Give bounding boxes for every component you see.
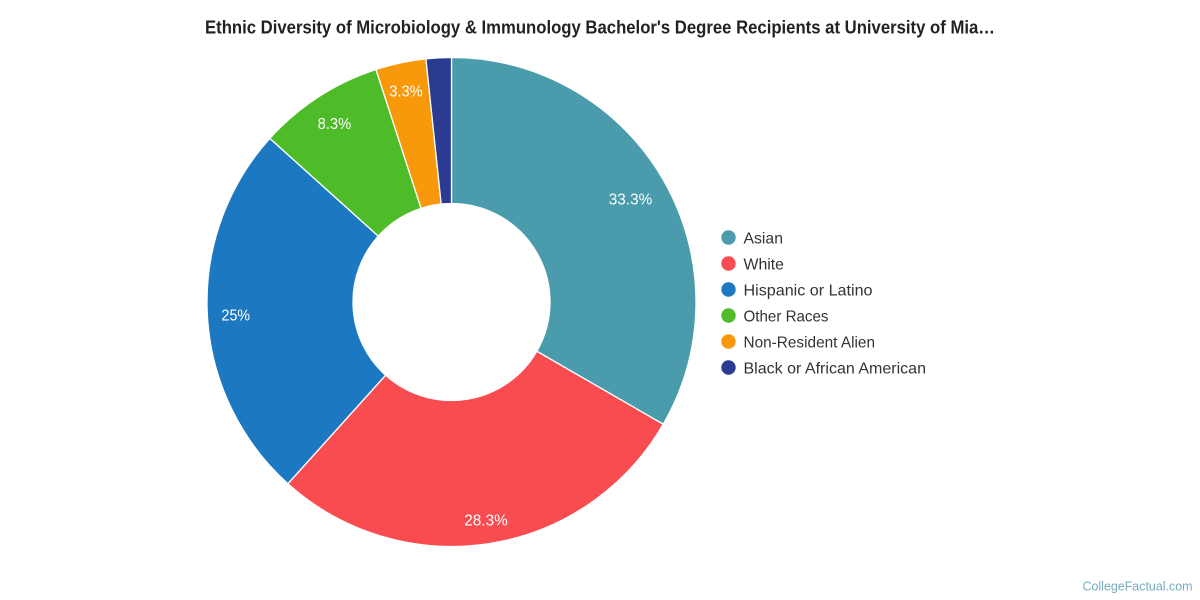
- svg-text:Other Races: Other Races: [744, 308, 829, 325]
- svg-text:Ethnic Diversity of Microbiolo: Ethnic Diversity of Microbiology & Immun…: [205, 18, 995, 38]
- svg-text:8.3%: 8.3%: [318, 116, 352, 133]
- svg-text:CollegeFactual.com: CollegeFactual.com: [1083, 579, 1193, 594]
- svg-text:White: White: [744, 256, 785, 273]
- svg-text:28.3%: 28.3%: [464, 512, 508, 529]
- svg-text:Non-Resident Alien: Non-Resident Alien: [744, 334, 876, 351]
- svg-text:25%: 25%: [222, 307, 251, 324]
- svg-text:Asian: Asian: [744, 230, 784, 247]
- svg-text:3.3%: 3.3%: [389, 84, 423, 101]
- svg-text:Hispanic or Latino: Hispanic or Latino: [744, 282, 873, 299]
- svg-text:Black or African American: Black or African American: [744, 360, 927, 377]
- svg-text:33.3%: 33.3%: [609, 192, 653, 209]
